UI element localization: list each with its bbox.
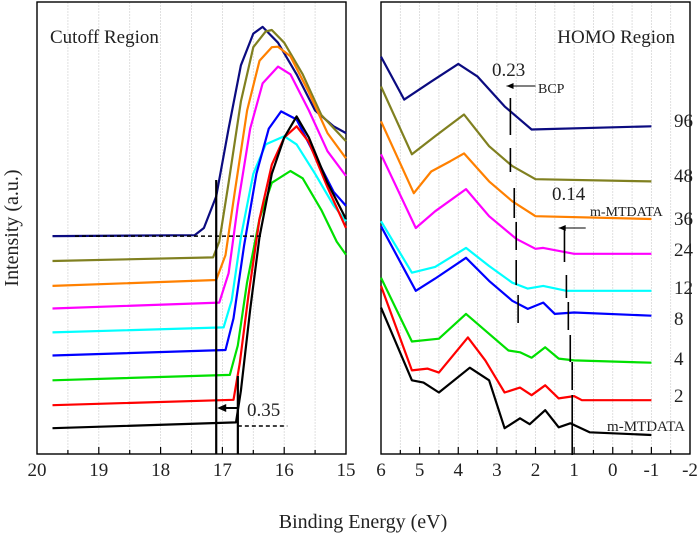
arrow-head (558, 225, 566, 231)
x-tick-label: 18 (151, 460, 170, 481)
panel-title-homo: HOMO Region (557, 27, 675, 48)
y-axis-label: Intensity (a.u.) (1, 169, 23, 286)
shift-annotation: BCP (538, 82, 565, 97)
x-tick-label: -1 (643, 460, 659, 481)
x-axis-label: Binding Energy (eV) (279, 511, 448, 533)
series-line (52, 25, 347, 238)
series-line (52, 110, 347, 357)
x-tick-label: -2 (682, 460, 698, 481)
series-label: 4 (674, 349, 684, 370)
series-label: 96 (674, 111, 693, 132)
x-tick-label: 3 (492, 460, 502, 481)
shift-annotation: m-MTDATA (590, 205, 664, 220)
series-label: 36 (674, 209, 693, 230)
series-line (379, 307, 652, 437)
series-label: 48 (674, 166, 693, 187)
series-line (52, 28, 347, 263)
series-line (380, 225, 652, 317)
series-line (379, 120, 652, 221)
series-label: 24 (674, 240, 694, 261)
x-tick-label: 20 (28, 460, 47, 481)
arrow-head (506, 83, 514, 89)
series-label: m-MTDATA (607, 419, 685, 435)
series-line (52, 115, 347, 430)
series-label: 8 (674, 309, 684, 330)
x-tick-label: 19 (89, 460, 108, 481)
arrow-head (217, 404, 227, 412)
x-tick-label: 4 (454, 460, 464, 481)
series-line (52, 169, 347, 382)
series-line (380, 56, 652, 131)
series-line (52, 125, 348, 407)
x-tick-label: 15 (337, 460, 356, 481)
panel-title-cutoff: Cutoff Region (50, 27, 159, 48)
x-tick-label: 2 (531, 460, 541, 481)
series-line (52, 65, 347, 310)
x-tick-label: 6 (376, 460, 386, 481)
x-tick-label: 1 (569, 460, 579, 481)
series-line (380, 277, 652, 364)
series-line (380, 153, 652, 255)
x-tick-label: 5 (415, 460, 425, 481)
shift-annotation: 0.14 (552, 184, 586, 205)
homo-region-panel: 6 5 4 3 2 1 0 -1 -2 96 48 36 24 12 8 4 2 m-MTDATA 0.23 BCP 0… (376, 1, 698, 481)
shift-value-label: 0.35 (247, 400, 280, 421)
x-tick-label: 17 (213, 460, 232, 481)
cutoff-region-panel: 20 19 18 17 16 15 0.35 (28, 1, 356, 481)
series-label: 2 (674, 386, 684, 407)
series-line (380, 220, 652, 292)
series-line (379, 86, 652, 183)
series-label: 12 (674, 278, 693, 299)
shift-annotation: 0.23 (492, 60, 525, 81)
series-line (52, 45, 347, 287)
x-tick-label: 0 (608, 460, 618, 481)
series-line (52, 135, 347, 334)
x-tick-label: 16 (275, 460, 294, 481)
